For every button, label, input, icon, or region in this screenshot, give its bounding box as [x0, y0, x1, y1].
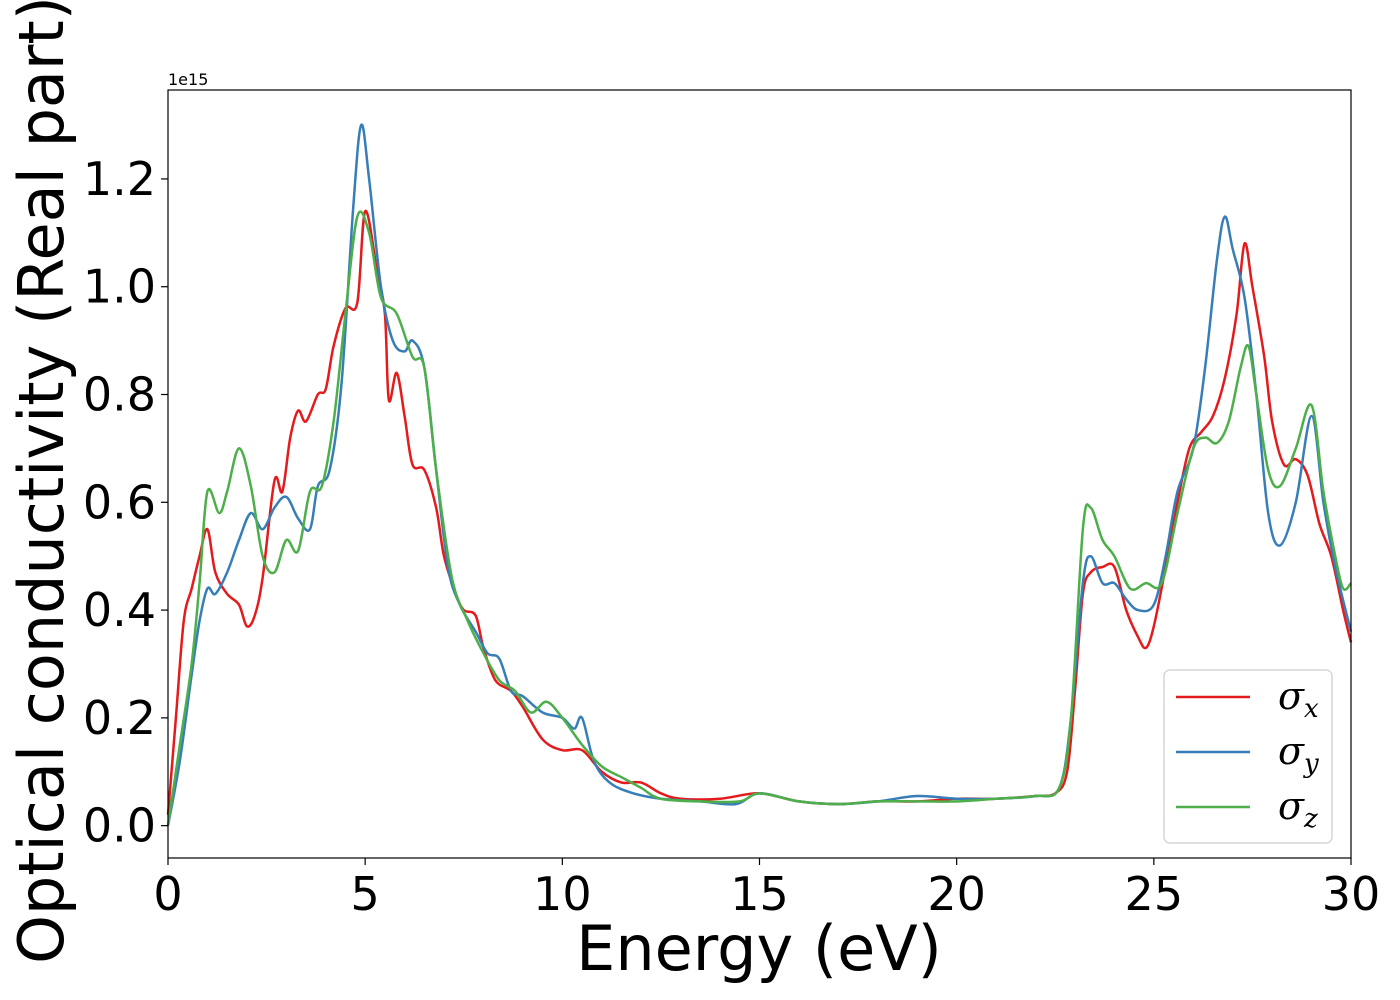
y-tick-label: 1.0 [83, 260, 156, 314]
y-tick-label: 0.2 [83, 691, 156, 745]
x-tick-label: 0 [153, 867, 182, 921]
legend-symbol: σ [1278, 674, 1305, 718]
x-tick-label: 30 [1322, 867, 1381, 921]
x-tick-label: 5 [351, 867, 380, 921]
x-tick-label: 10 [533, 867, 592, 921]
series-layer [166, 123, 1353, 826]
series-line-y [166, 123, 1353, 826]
series-line-x [166, 209, 1353, 815]
x-tick-label: 25 [1125, 867, 1184, 921]
y-offset-label: 1e15 [168, 70, 208, 89]
legend-symbol: σ [1278, 784, 1305, 828]
legend-subscript: x [1304, 694, 1319, 724]
legend-label-x: σx [1278, 674, 1319, 724]
legend-label-y: σy [1278, 729, 1319, 779]
y-axis-title: Optical conductivity (Real part) [5, 0, 78, 964]
y-tick-label: 1.2 [83, 152, 156, 206]
y-tick-label: 0.0 [83, 799, 156, 853]
x-axis-title: Energy (eV) [576, 912, 942, 985]
y-tick-label: 0.6 [83, 475, 156, 529]
legend-symbol: σ [1278, 729, 1305, 773]
series-line-z [166, 210, 1352, 826]
y-tick-label: 0.8 [83, 368, 156, 422]
legend-box [1163, 669, 1333, 844]
y-tick-label: 0.4 [83, 583, 156, 637]
legend-subscript: z [1303, 804, 1318, 834]
x-tick-label: 15 [730, 867, 789, 921]
y-axis-ticks: 0.0 0.2 0.4 0.6 0.8 1.0 1.2 [83, 152, 168, 853]
legend-label-z: σz [1278, 784, 1318, 834]
x-axis-ticks: 0 5 10 15 20 25 30 [153, 858, 1380, 921]
x-tick-label: 20 [927, 867, 986, 921]
legend-subscript: y [1303, 749, 1319, 779]
